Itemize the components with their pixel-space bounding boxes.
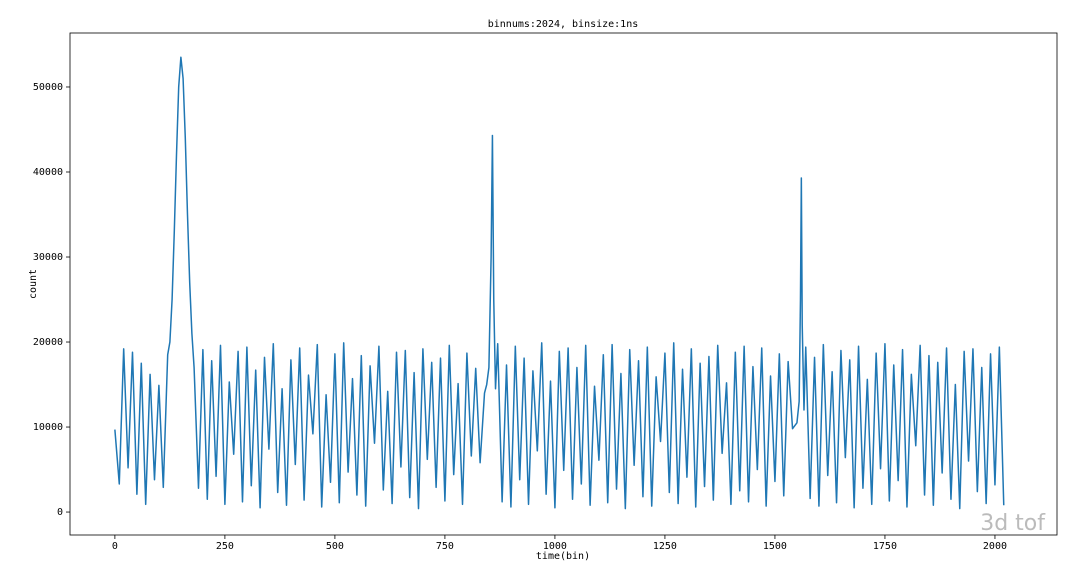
y-tick-label: 30000 bbox=[33, 252, 63, 263]
watermark: 3d tof bbox=[980, 511, 1046, 536]
x-tick-label: 2000 bbox=[983, 541, 1007, 552]
y-tick-label: 10000 bbox=[33, 422, 63, 433]
x-tick-label: 1750 bbox=[873, 541, 897, 552]
plot-frame bbox=[69, 32, 1058, 536]
data-line bbox=[114, 56, 1005, 510]
x-tick-label: 500 bbox=[326, 541, 344, 552]
y-tick-label: 0 bbox=[57, 507, 63, 518]
x-tick-label: 750 bbox=[436, 541, 454, 552]
x-tick-label: 1250 bbox=[653, 541, 677, 552]
chart-title: binnums:2024, binsize:1ns bbox=[488, 19, 639, 30]
y-tick-label: 50000 bbox=[33, 82, 63, 93]
y-tick-label: 20000 bbox=[33, 337, 63, 348]
x-tick-label: 0 bbox=[112, 541, 118, 552]
x-tick-label: 250 bbox=[216, 541, 234, 552]
y-axis-label: count bbox=[28, 269, 39, 299]
x-axis-label: time(bin) bbox=[536, 551, 590, 562]
x-tick-label: 1000 bbox=[543, 541, 567, 552]
y-tick-label: 40000 bbox=[33, 167, 63, 178]
x-tick-label: 1500 bbox=[763, 541, 787, 552]
